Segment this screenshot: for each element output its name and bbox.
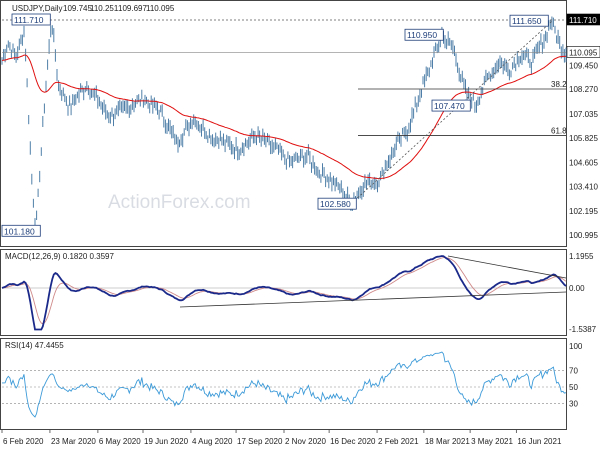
macd-support-line <box>179 291 567 308</box>
price-tick-label: 111.710 <box>569 16 597 25</box>
rsi-panel-frame <box>0 338 567 430</box>
ohlc-open: 109.745 <box>63 4 92 13</box>
anno-110950: 110.950 <box>407 30 437 40</box>
price-tick-box <box>566 13 600 26</box>
macd-panel-title: MACD(12,26,9) 0.1820 0.3597 <box>5 252 115 261</box>
anno-111650: 111.650 <box>512 16 542 26</box>
anno-102580: 102.580 <box>320 199 351 209</box>
price-tick-box <box>566 46 600 58</box>
x-tick-label: 16 Dec 2020 <box>330 437 376 446</box>
price-tick-label: 107.035 <box>569 110 598 119</box>
ohlc-close: 110.095 <box>146 4 175 13</box>
x-tick-label: 6 May 2020 <box>99 437 141 446</box>
price-panel-title: USDJPY,Daily <box>12 4 63 13</box>
rsi-panel-title: RSI(14) 47.4455 <box>5 341 64 350</box>
fib-38-label: 38.2 <box>551 80 567 89</box>
watermark: ActionForex.com <box>108 192 251 213</box>
anno-111650-box <box>509 14 549 27</box>
macd-tick-label: 1.1955 <box>569 252 594 261</box>
rsi-tick-label: 70 <box>569 367 578 376</box>
anno-107470-box <box>431 99 471 112</box>
x-tick-label: 16 Jun 2021 <box>517 437 562 446</box>
anno-101180-box <box>1 224 41 237</box>
price-tick-label: 108.270 <box>569 85 598 94</box>
macd-tick-label: -1.5387 <box>569 325 597 334</box>
anno-110950-box <box>404 28 444 41</box>
ohlc-low: 109.697 <box>118 4 147 13</box>
x-tick-label: 2 Nov 2020 <box>285 437 326 446</box>
x-tick-label: 17 Sep 2020 <box>237 437 283 446</box>
anno-111710-left-box <box>11 13 51 26</box>
anno-107470: 107.470 <box>434 101 465 111</box>
anno-102580-box <box>317 197 357 210</box>
macd-tick-label: 0.00 <box>569 284 585 293</box>
price-tick-label: 100.995 <box>569 231 598 240</box>
price-tick-label: 103.410 <box>569 183 598 192</box>
price-tick-label: 102.195 <box>569 207 598 216</box>
price-tick-label: 104.605 <box>569 159 598 168</box>
anno-101180: 101.180 <box>4 226 35 236</box>
x-tick-label: 23 Mar 2020 <box>51 437 96 446</box>
price-tick-label: 110.095 <box>569 48 598 57</box>
rsi-tick-label: 50 <box>569 383 578 392</box>
price-tick-label: 105.825 <box>569 134 598 143</box>
rsi-tick-label: 100 <box>569 342 583 351</box>
x-tick-label: 2 Feb 2021 <box>378 437 419 446</box>
rsi-line <box>2 351 567 418</box>
trend-dashed-line <box>351 20 553 204</box>
ohlc-high: 110.251 <box>90 4 119 13</box>
x-tick-label: 6 Feb 2020 <box>3 437 44 446</box>
macd-resistance-line <box>447 255 567 279</box>
fib-61-label: 61.8 <box>551 127 567 136</box>
rsi-tick-label: 30 <box>569 399 578 408</box>
ema-line <box>1 54 567 180</box>
price-panel-frame <box>0 0 567 247</box>
x-tick-label: 4 Aug 2020 <box>192 437 233 446</box>
anno-111710-left: 111.710 <box>14 15 44 25</box>
x-tick-label: 18 Mar 2021 <box>425 437 470 446</box>
x-tick-label: 3 May 2021 <box>471 437 513 446</box>
x-tick-label: 19 Jun 2020 <box>144 437 189 446</box>
price-tick-label: 109.450 <box>569 61 598 70</box>
